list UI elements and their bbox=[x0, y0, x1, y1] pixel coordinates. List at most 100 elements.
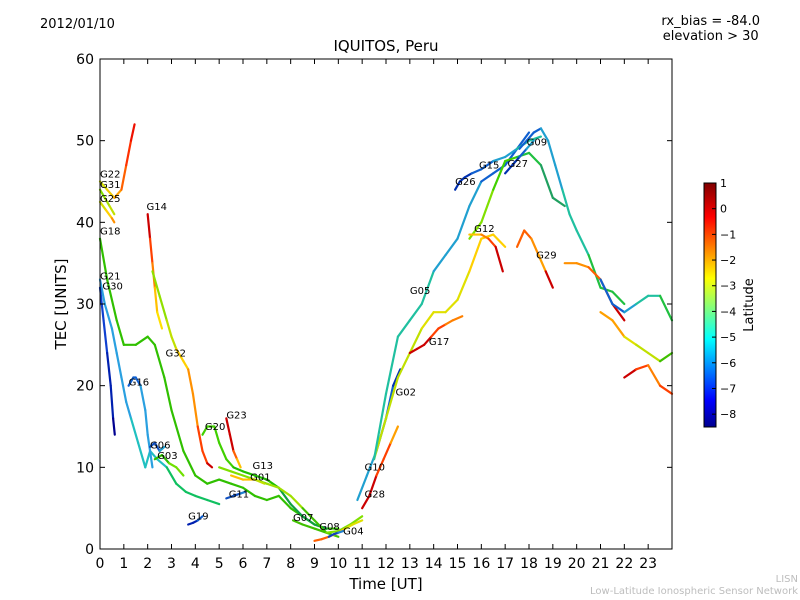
series-segment bbox=[444, 237, 459, 257]
satellite-label: G25 bbox=[100, 194, 120, 205]
series-segment bbox=[392, 368, 402, 387]
series-segment bbox=[515, 131, 531, 150]
series-segment bbox=[423, 335, 433, 346]
series-g22 bbox=[98, 123, 136, 199]
series-segment bbox=[213, 425, 221, 444]
series-segment bbox=[530, 237, 540, 257]
series-segment bbox=[277, 486, 292, 506]
x-tick-label: 21 bbox=[592, 556, 610, 572]
series-segment bbox=[518, 147, 528, 159]
series-segment bbox=[120, 164, 128, 191]
colorbar-tick-label: 0 bbox=[720, 203, 727, 216]
series-g15 bbox=[468, 151, 566, 240]
rx-bias-label: rx_bias = -84.0 bbox=[661, 14, 760, 29]
series-segment bbox=[184, 490, 197, 498]
series-segment bbox=[239, 490, 247, 495]
satellite-label: G32 bbox=[166, 348, 186, 359]
series-segment bbox=[218, 441, 228, 461]
series-segment bbox=[196, 515, 204, 522]
series-g27 bbox=[504, 139, 535, 175]
series-segment bbox=[289, 494, 304, 510]
series-segment bbox=[225, 458, 235, 469]
series-segment bbox=[110, 327, 118, 355]
series-segment bbox=[129, 417, 140, 444]
series-segment bbox=[153, 343, 166, 379]
series-segment bbox=[108, 204, 116, 216]
series-segment bbox=[468, 180, 483, 208]
series-segment bbox=[106, 351, 112, 387]
series-segment bbox=[201, 425, 209, 436]
series-segment bbox=[599, 278, 614, 306]
x-tick-label: 20 bbox=[568, 556, 586, 572]
series-segment bbox=[153, 453, 164, 461]
series-segment bbox=[125, 139, 133, 167]
colorbar-tick-label: −6 bbox=[720, 357, 736, 370]
series-segment bbox=[151, 270, 161, 297]
x-tick-label: 5 bbox=[215, 556, 224, 572]
series-segment bbox=[98, 278, 106, 306]
series-segment bbox=[504, 147, 519, 167]
series-segment bbox=[325, 529, 340, 534]
colorbar bbox=[703, 182, 717, 428]
series-segment bbox=[241, 470, 257, 477]
y-tick-label: 50 bbox=[76, 134, 94, 150]
series-segment bbox=[647, 364, 662, 387]
series-segment bbox=[194, 474, 209, 485]
series-segment bbox=[368, 474, 378, 498]
series-segment bbox=[611, 302, 626, 314]
x-tick-label: 1 bbox=[119, 556, 128, 572]
y-tick-label: 0 bbox=[85, 542, 94, 558]
series-g03 bbox=[153, 453, 185, 477]
satellite-label: G18 bbox=[100, 227, 120, 238]
series-segment bbox=[575, 262, 590, 269]
series-gx3 bbox=[623, 364, 674, 395]
series-segment bbox=[103, 302, 114, 330]
series-segment bbox=[104, 208, 114, 220]
satellite-label: G23 bbox=[226, 410, 246, 421]
series-segment bbox=[537, 253, 547, 273]
series-segment bbox=[194, 494, 209, 502]
date-label: 2012/01/10 bbox=[40, 17, 115, 32]
series-segment bbox=[206, 478, 221, 485]
series-segment bbox=[539, 127, 550, 142]
series-segment bbox=[561, 188, 571, 216]
series-segment bbox=[201, 449, 209, 465]
series-segment bbox=[544, 270, 554, 289]
series-segment bbox=[110, 217, 116, 224]
series-segment bbox=[539, 164, 554, 199]
colorbar-label: Latitude bbox=[742, 278, 757, 332]
series-segment bbox=[658, 294, 674, 322]
y-tick-label: 30 bbox=[76, 297, 94, 313]
series-segment bbox=[599, 311, 614, 322]
satellite-label: G28 bbox=[365, 490, 385, 501]
series-segment bbox=[408, 302, 423, 322]
series-segment bbox=[175, 347, 185, 363]
series-segment bbox=[480, 188, 495, 224]
satellite-label: G11 bbox=[229, 490, 249, 501]
series-segment bbox=[129, 123, 136, 142]
series-segment bbox=[139, 384, 147, 412]
elevation-label: elevation > 30 bbox=[662, 29, 759, 44]
y-tick-label: 60 bbox=[76, 52, 94, 68]
series-segment bbox=[218, 466, 233, 473]
series-segment bbox=[165, 319, 173, 338]
series-segment bbox=[480, 159, 495, 171]
series-segment bbox=[229, 470, 245, 477]
series-segment bbox=[160, 453, 171, 465]
series-segment bbox=[102, 319, 109, 355]
series-segment bbox=[289, 502, 304, 518]
series-segment bbox=[191, 392, 199, 428]
satellite-label: G29 bbox=[536, 250, 556, 261]
series-segment bbox=[98, 188, 106, 199]
series-segment bbox=[384, 335, 400, 395]
series-segment bbox=[146, 335, 156, 346]
series-segment bbox=[206, 462, 214, 469]
series-segment bbox=[170, 335, 178, 351]
satellite-label: G07 bbox=[293, 513, 313, 524]
x-tick-label: 13 bbox=[401, 556, 419, 572]
series-segment bbox=[144, 409, 149, 436]
series-segment bbox=[175, 482, 187, 493]
x-tick-label: 10 bbox=[329, 556, 347, 572]
satellite-label: G15 bbox=[479, 160, 499, 171]
